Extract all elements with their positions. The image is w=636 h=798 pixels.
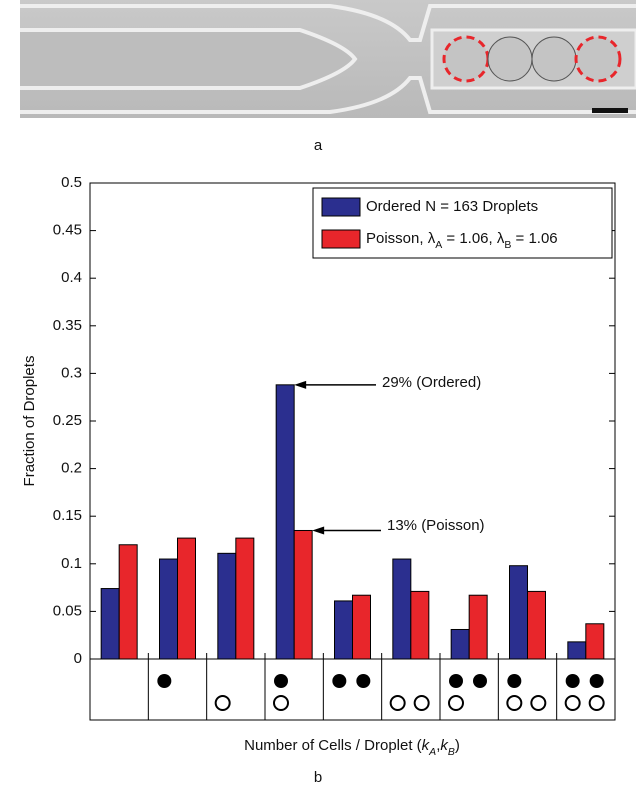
y-tick-label: 0.35 [53, 317, 82, 334]
cell-a-icon [157, 674, 172, 688]
y-tick-label: 0.25 [53, 412, 82, 429]
cell-b-icon [389, 695, 406, 711]
cell-b-icon [273, 695, 289, 711]
panel-label: a [314, 137, 323, 154]
y-axis-label: Fraction of Droplets [21, 356, 38, 487]
bar [177, 537, 196, 660]
bar [468, 594, 488, 660]
y-tick-label: 0.3 [61, 364, 82, 381]
bar [410, 590, 430, 660]
cell-b-icon [564, 695, 581, 711]
legend-box [312, 187, 613, 259]
bar [118, 544, 138, 660]
bar [392, 558, 412, 660]
x-axis-label: Number of Cells / Droplet (kA,kB) [244, 737, 460, 758]
y-tick-label: 0.5 [61, 174, 82, 191]
bar [275, 384, 295, 660]
bar [159, 558, 178, 660]
cell-b-icon [506, 695, 523, 711]
bar [352, 594, 371, 660]
bar [217, 552, 237, 660]
y-tick-label: 0.05 [53, 602, 82, 619]
bar [334, 600, 353, 660]
y-tick-label: 0.15 [53, 507, 82, 524]
y-tick-label: 0.4 [61, 269, 82, 286]
cell-a-icon [507, 674, 522, 688]
legend-swatch [321, 229, 361, 249]
bar [509, 565, 528, 660]
cell-a-icon [274, 674, 288, 688]
cell-a-icon [356, 674, 371, 688]
cell-a-icon [473, 674, 487, 688]
arrow-head [294, 380, 307, 389]
cell-a-icon [449, 674, 463, 688]
bar [450, 628, 470, 660]
bar [527, 590, 546, 660]
arrow-head [312, 526, 325, 535]
annotation: 29% (Ordered) [382, 374, 481, 391]
legend-label: Ordered N = 163 Droplets [366, 198, 538, 215]
cell-a-icon [332, 674, 347, 688]
bar [293, 529, 313, 660]
y-tick-label: 0.2 [61, 460, 82, 477]
cell-b-icon [530, 695, 547, 711]
y-tick-label: 0.45 [53, 222, 82, 239]
cell-b-icon [214, 695, 231, 711]
annotation: 13% (Poisson) [387, 517, 485, 534]
legend-swatch [321, 197, 361, 217]
cell-a-icon [589, 674, 604, 688]
y-tick-label: 0 [74, 650, 82, 667]
bar [235, 537, 255, 660]
micrograph [20, 0, 636, 118]
bar [585, 623, 605, 660]
y-tick-label: 0.1 [61, 555, 82, 572]
cell-b-icon [588, 695, 605, 711]
bar [567, 641, 587, 660]
cell-b-icon [413, 695, 430, 711]
cell-a-icon [565, 674, 580, 688]
cell-b-icon [448, 695, 464, 711]
panel-label: b [314, 769, 322, 786]
bar [100, 588, 120, 660]
category-frame [89, 658, 616, 721]
